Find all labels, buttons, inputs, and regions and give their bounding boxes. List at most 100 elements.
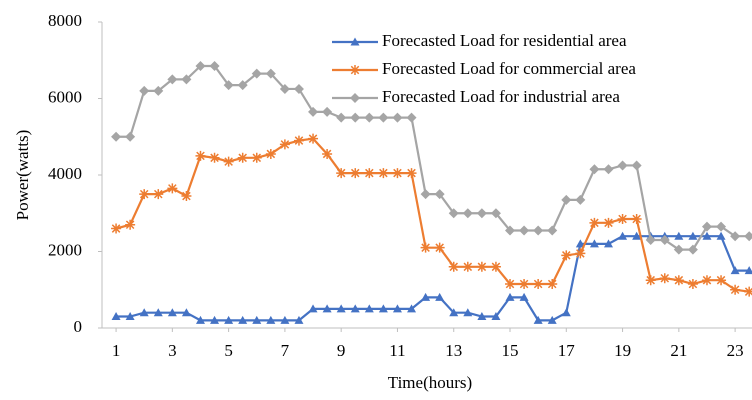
marker	[617, 213, 628, 224]
marker	[490, 208, 501, 219]
marker	[463, 308, 473, 317]
marker	[111, 223, 122, 234]
y-tick-label: 0	[74, 317, 83, 336]
marker	[238, 315, 248, 324]
marker	[378, 112, 389, 123]
marker	[279, 83, 290, 94]
marker	[195, 150, 206, 161]
marker	[659, 273, 670, 284]
marker	[279, 139, 290, 150]
marker	[688, 231, 698, 240]
marker	[505, 292, 515, 301]
y-tick-label: 4000	[48, 164, 82, 183]
marker	[603, 164, 614, 175]
marker	[336, 168, 347, 179]
marker	[618, 231, 628, 240]
marker	[645, 235, 656, 246]
marker	[209, 152, 220, 163]
marker	[308, 133, 319, 144]
marker	[462, 261, 473, 272]
marker	[575, 239, 585, 248]
marker	[533, 279, 544, 290]
marker	[491, 312, 501, 321]
marker	[533, 225, 544, 236]
marker	[575, 248, 586, 259]
x-tick-label: 1	[112, 341, 121, 360]
marker	[589, 239, 599, 248]
marker	[322, 148, 333, 159]
marker	[224, 315, 234, 324]
marker	[519, 225, 530, 236]
marker	[434, 189, 445, 200]
x-axis-label: Time(hours)	[388, 373, 472, 392]
marker	[223, 80, 234, 91]
x-tick-label: 7	[281, 341, 290, 360]
marker	[364, 112, 375, 123]
marker	[181, 74, 192, 85]
marker	[702, 231, 712, 240]
marker	[350, 304, 360, 313]
marker	[167, 74, 178, 85]
marker	[603, 239, 613, 248]
marker	[195, 315, 205, 324]
marker	[730, 284, 741, 295]
marker	[336, 112, 347, 123]
marker	[167, 308, 177, 317]
x-tick-label: 21	[670, 341, 687, 360]
marker	[462, 208, 473, 219]
x-tick-label: 23	[727, 341, 744, 360]
marker	[153, 85, 164, 96]
marker	[547, 315, 557, 324]
marker	[687, 279, 698, 290]
marker	[631, 160, 642, 171]
marker	[223, 156, 234, 167]
marker	[111, 312, 121, 321]
marker	[561, 308, 571, 317]
x-tick-label: 19	[614, 341, 631, 360]
marker	[575, 194, 586, 205]
marker	[420, 189, 431, 200]
marker	[645, 275, 656, 286]
marker	[716, 221, 727, 232]
marker	[617, 160, 628, 171]
marker	[294, 315, 304, 324]
marker	[449, 308, 459, 317]
marker	[673, 244, 684, 255]
marker	[674, 231, 684, 240]
marker	[266, 315, 276, 324]
marker	[701, 275, 712, 286]
marker	[421, 292, 431, 301]
marker	[547, 279, 558, 290]
marker	[589, 217, 600, 228]
marker	[125, 131, 136, 142]
marker	[448, 261, 459, 272]
marker	[744, 286, 752, 297]
marker	[519, 292, 529, 301]
marker	[407, 304, 417, 313]
x-tick-label: 5	[224, 341, 233, 360]
marker	[153, 308, 163, 317]
marker	[167, 183, 178, 194]
series-line	[116, 64, 750, 251]
marker	[448, 208, 459, 219]
marker	[237, 80, 248, 91]
marker	[153, 189, 164, 200]
legend-label: Forecasted Load for residential area	[382, 31, 627, 50]
series-line	[116, 235, 750, 322]
x-tick-label: 3	[168, 341, 177, 360]
marker	[561, 250, 572, 261]
marker	[181, 308, 191, 317]
x-tick-label: 15	[502, 341, 519, 360]
marker	[476, 261, 487, 272]
legend-marker	[350, 93, 360, 103]
marker	[420, 242, 431, 253]
marker	[251, 68, 262, 79]
y-tick-label: 8000	[48, 11, 82, 30]
marker	[561, 194, 572, 205]
marker	[589, 164, 600, 175]
marker	[336, 304, 346, 313]
marker	[435, 292, 445, 301]
legend-label: Forecasted Load for commercial area	[382, 59, 636, 78]
marker	[673, 275, 684, 286]
